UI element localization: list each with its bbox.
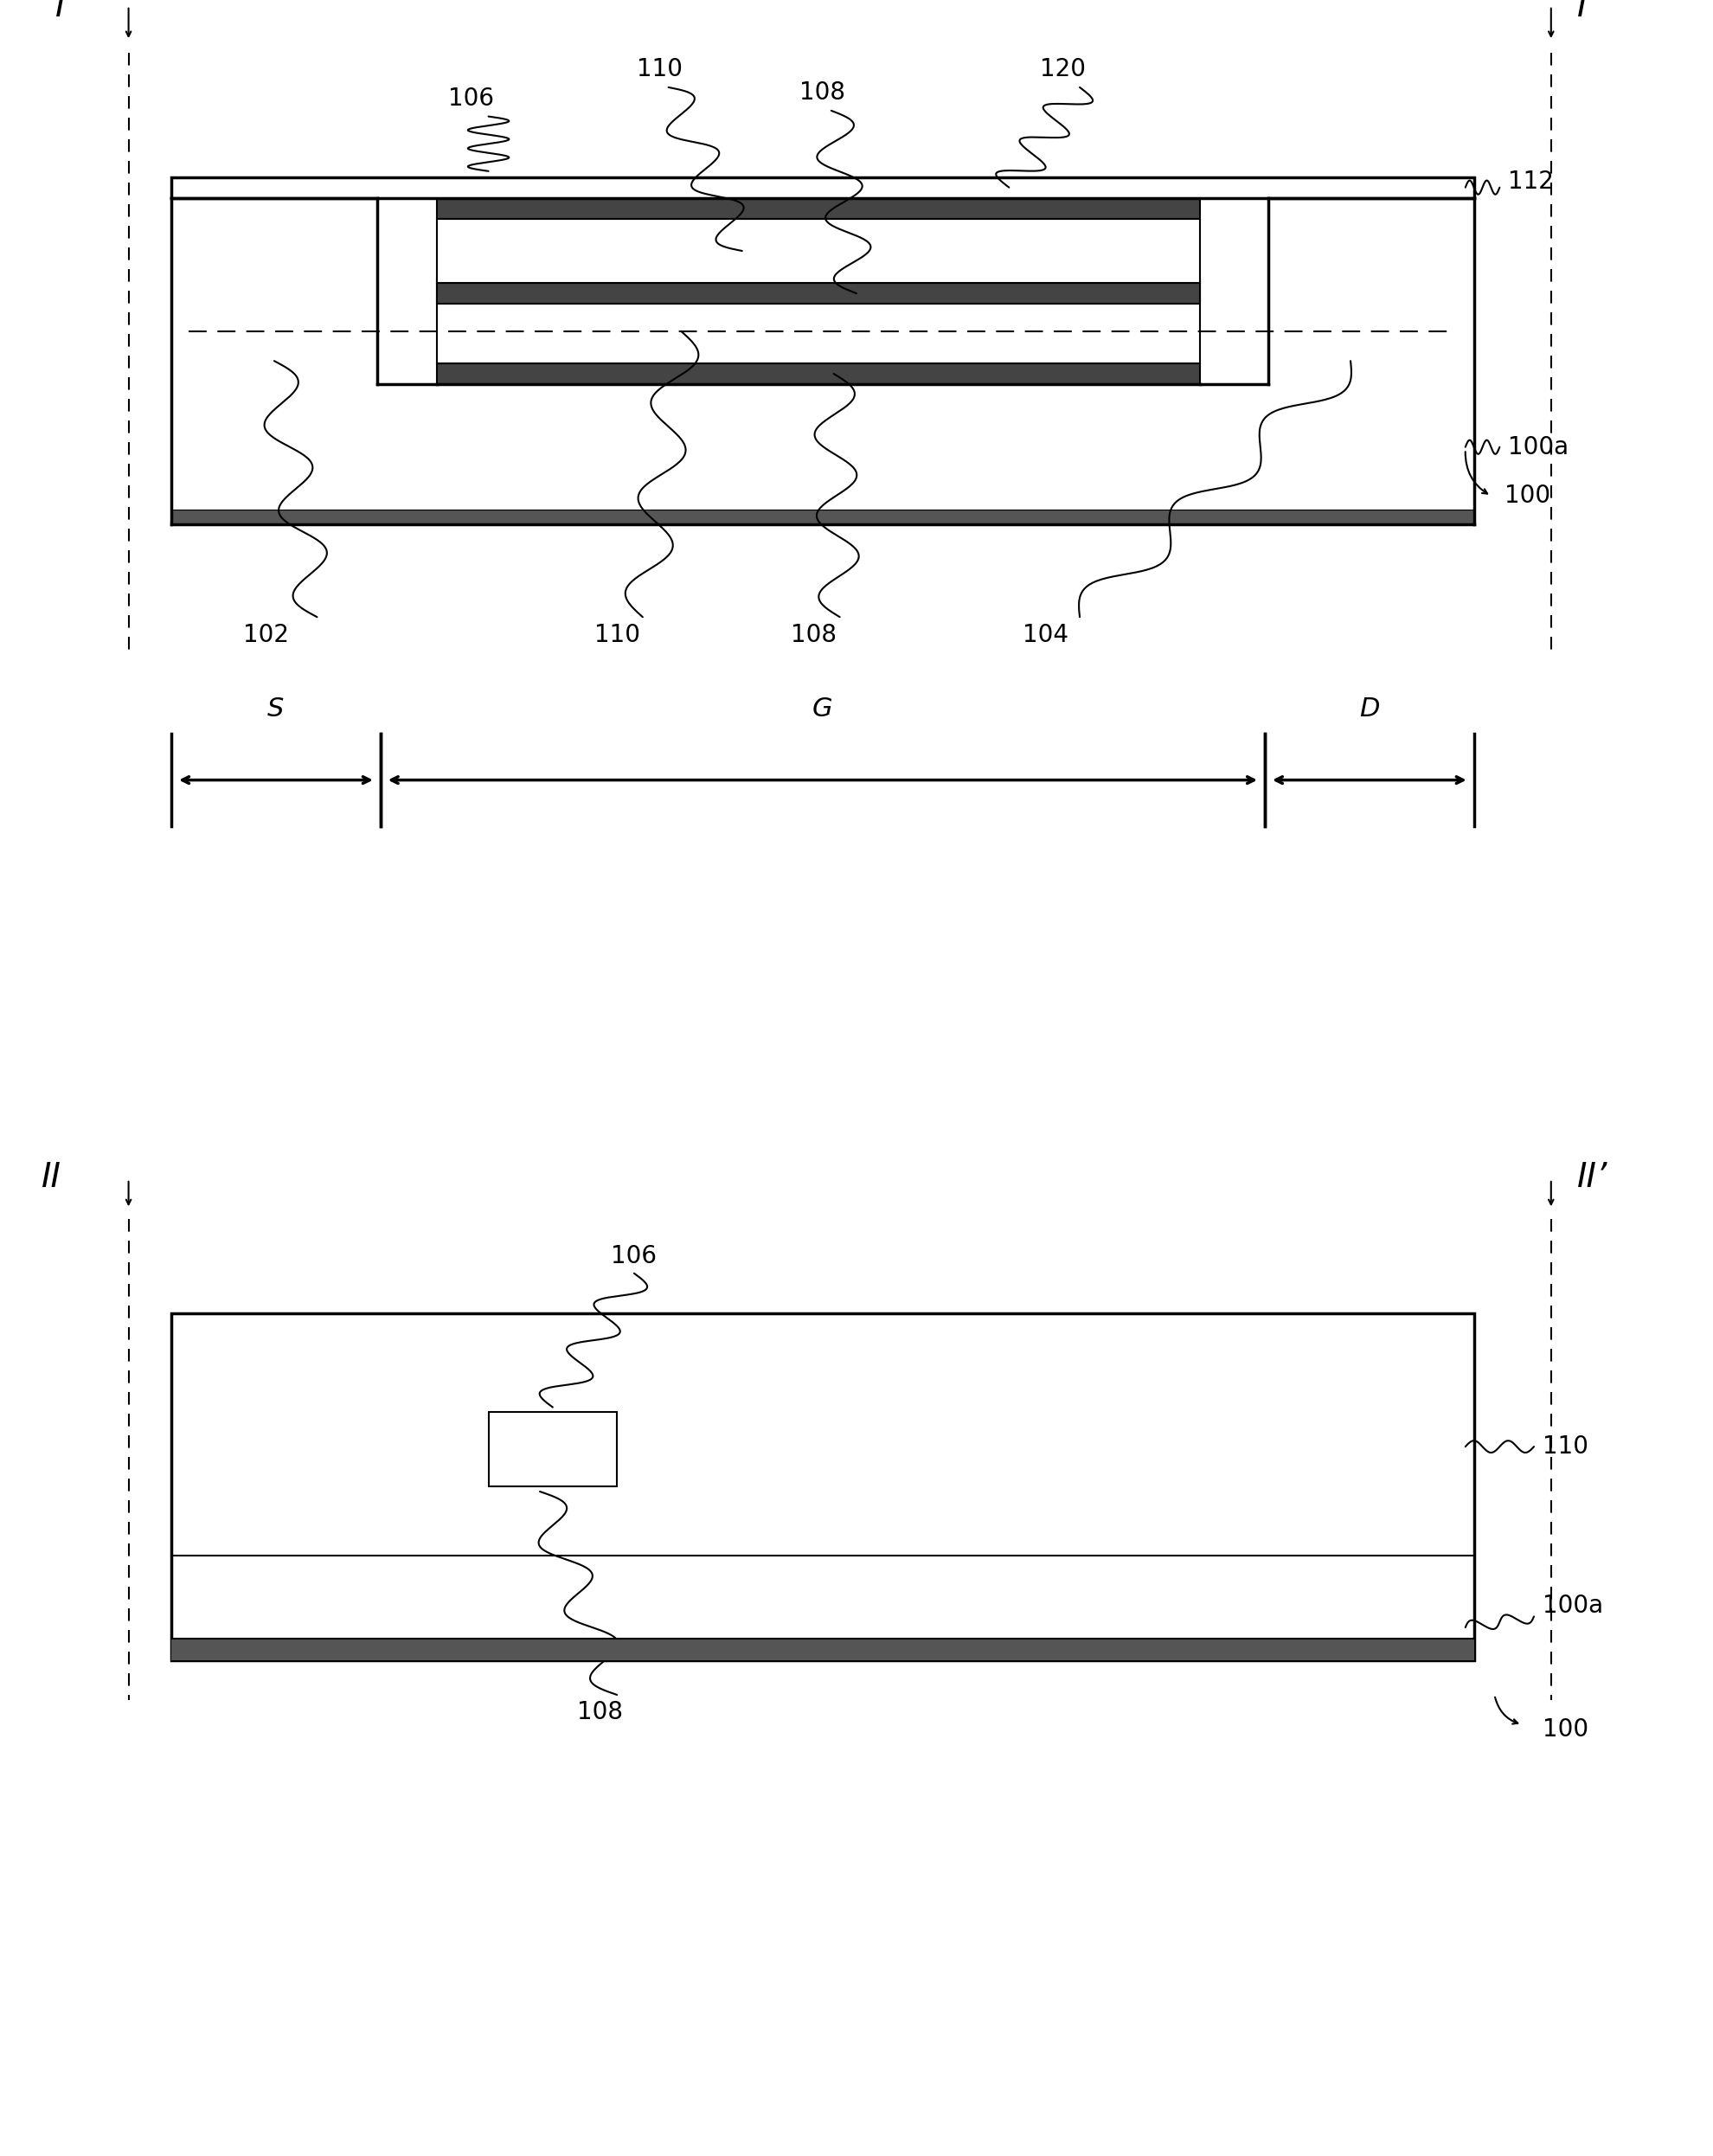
- Bar: [437, 198, 1199, 220]
- Text: D: D: [1358, 696, 1379, 722]
- Text: 104: 104: [1023, 623, 1067, 647]
- Bar: [437, 278, 1199, 300]
- Text: 106: 106: [612, 1244, 656, 1268]
- Text: II’: II’: [1576, 1162, 1607, 1194]
- Text: 102: 102: [243, 623, 288, 647]
- Text: S: S: [267, 696, 284, 722]
- Bar: [437, 362, 1199, 384]
- Bar: [171, 1639, 1473, 1660]
- Bar: [171, 177, 1473, 198]
- Text: 108: 108: [577, 1699, 622, 1725]
- Text: 106: 106: [449, 86, 493, 110]
- Text: 108: 108: [791, 623, 836, 647]
- Text: 100a: 100a: [1542, 1593, 1602, 1617]
- Bar: [488, 1412, 617, 1488]
- Text: 100: 100: [1542, 1718, 1588, 1742]
- Bar: [437, 220, 1199, 282]
- Text: I’: I’: [1576, 0, 1597, 24]
- Bar: [437, 282, 1199, 304]
- Bar: [171, 1313, 1473, 1660]
- Bar: [171, 511, 1473, 524]
- Text: II: II: [41, 1162, 62, 1194]
- Text: 112: 112: [1507, 170, 1554, 194]
- Text: 100: 100: [1504, 483, 1550, 509]
- Text: 110: 110: [594, 623, 639, 647]
- Text: 110: 110: [1542, 1434, 1588, 1460]
- Text: 100a: 100a: [1507, 436, 1567, 459]
- Text: 110: 110: [637, 58, 682, 82]
- Text: 120: 120: [1040, 58, 1084, 82]
- Text: I: I: [55, 0, 65, 24]
- Bar: [437, 300, 1199, 362]
- Text: G: G: [812, 696, 833, 722]
- Text: 108: 108: [800, 80, 845, 106]
